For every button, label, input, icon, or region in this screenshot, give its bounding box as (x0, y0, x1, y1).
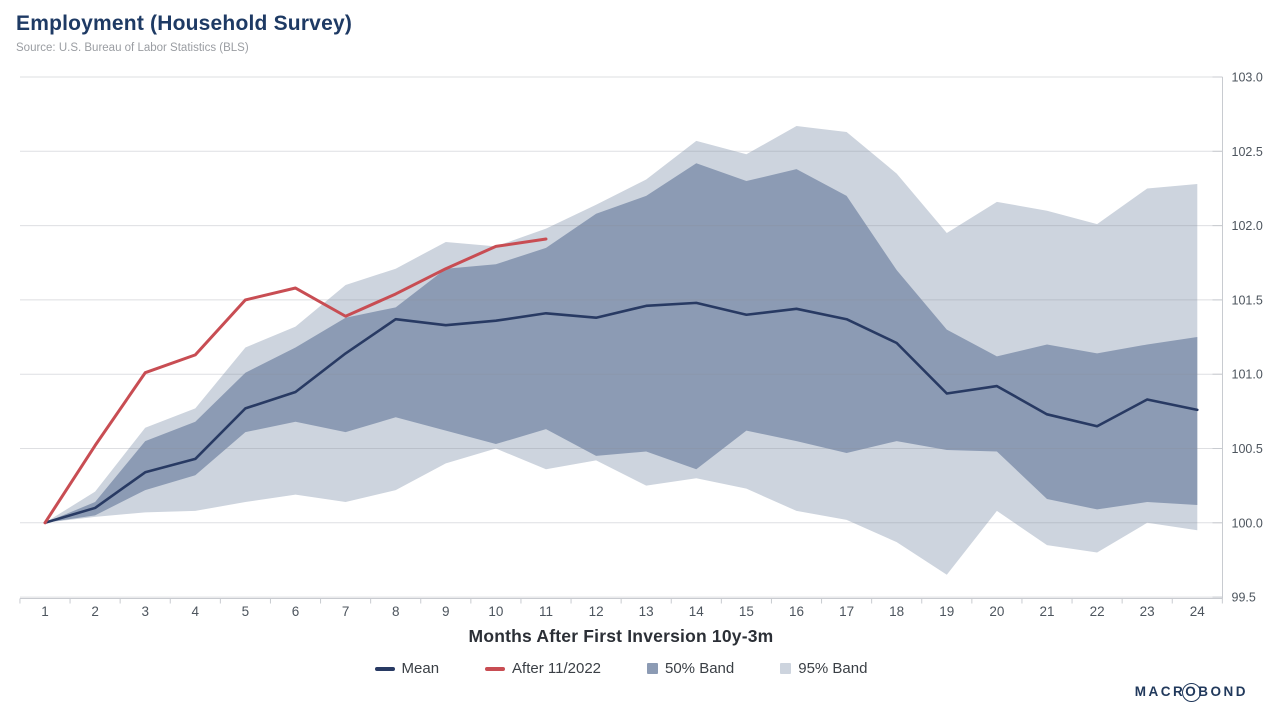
legend-swatch (647, 663, 658, 674)
x-tick-label: 20 (989, 604, 1004, 619)
legend-item-after-11-2022[interactable]: After 11/2022 (485, 660, 601, 677)
x-tick-label: 3 (141, 604, 149, 619)
x-tick-label: 9 (442, 604, 450, 619)
x-tick-label: 10 (488, 604, 503, 619)
y-tick-label: 100.5 (1232, 442, 1263, 456)
legend-swatch (485, 666, 506, 671)
mean-line (43, 301, 1199, 525)
x-tick-label: 2 (91, 604, 99, 619)
x-tick-label: 18 (889, 604, 904, 619)
x-tick-label: 7 (342, 604, 350, 619)
y-tick-label: 101.5 (1232, 293, 1263, 307)
y-tick-label: 102.0 (1232, 219, 1263, 233)
chart-header: Employment (Household Survey) Source: U.… (16, 12, 352, 54)
x-tick-label: 24 (1190, 604, 1206, 619)
legend-swatch (780, 663, 792, 674)
x-tick-label: 21 (1039, 604, 1054, 619)
x-axis-title: Months After First Inversion 10y-3m (468, 626, 774, 646)
legend-item-mean[interactable]: Mean (374, 660, 440, 677)
x-tick-label: 12 (589, 604, 604, 619)
y-tick-label: 102.5 (1232, 145, 1263, 159)
legend-item-95-band[interactable]: 95% Band (780, 660, 867, 677)
x-tick-label: 23 (1140, 604, 1155, 619)
x-tick-label: 14 (689, 604, 705, 619)
x-tick-label: 22 (1090, 604, 1105, 619)
legend-item-50-band[interactable]: 50% Band (647, 660, 734, 677)
x-tick-label: 5 (242, 604, 250, 619)
x-tick-label: 11 (539, 604, 553, 619)
y-tick-label: 103.0 (1232, 71, 1263, 85)
x-tick-label: 15 (739, 604, 754, 619)
page-title: Employment (Household Survey) (16, 12, 353, 35)
macrobond-logo: MACROBOND (1134, 683, 1248, 702)
y-tick-label: 100.0 (1232, 516, 1263, 530)
legend-label: Mean (401, 660, 440, 677)
x-tick-label: 13 (639, 604, 654, 619)
x-tick-label: 4 (192, 604, 200, 619)
legend-label: After 11/2022 (512, 660, 601, 677)
x-tick-label: 19 (939, 604, 954, 619)
legend-swatch (374, 666, 395, 671)
x-tick-label: 1 (41, 604, 49, 619)
legend-label: 95% Band (798, 660, 868, 677)
y-tick-label: 101.0 (1232, 368, 1263, 382)
after-11-2022-line (43, 237, 548, 525)
y-tick-label: 99.5 (1232, 591, 1256, 605)
x-tick-label: 17 (839, 604, 854, 619)
source-note: Source: U.S. Bureau of Labor Statistics … (16, 42, 249, 54)
logo-o-ring: O (1182, 683, 1202, 702)
x-tick-label: 16 (789, 604, 804, 619)
chart-legend: Mean After 11/2022 50% Band 95% Band (0, 660, 1242, 677)
band-50 (45, 163, 1198, 523)
x-tick-label: 6 (292, 604, 300, 619)
x-tick-label: 8 (392, 604, 400, 619)
legend-label: 50% Band (665, 660, 735, 677)
